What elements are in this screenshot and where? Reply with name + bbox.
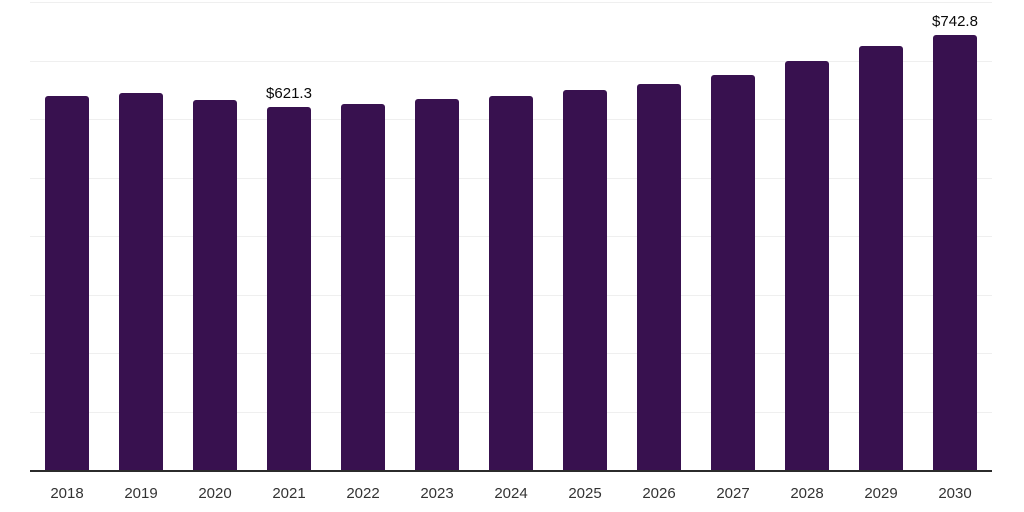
bar-2018 (45, 95, 89, 470)
bar-2030 (933, 35, 977, 470)
bar-2028 (785, 60, 829, 470)
bar-2023 (415, 98, 459, 470)
x-tick-2030: 2030 (938, 485, 972, 502)
x-tick-2021: 2021 (272, 485, 306, 502)
x-tick-2028: 2028 (790, 485, 824, 502)
bar-2022 (341, 103, 385, 470)
x-tick-2026: 2026 (642, 485, 676, 502)
x-tick-2029: 2029 (864, 485, 898, 502)
bar-2026 (637, 84, 681, 470)
bar-2019 (119, 92, 163, 470)
bar-2029 (859, 46, 903, 470)
x-tick-2018: 2018 (50, 485, 84, 502)
bar-2021 (267, 106, 311, 470)
gridline-800 (30, 2, 992, 3)
x-axis-line (30, 470, 992, 472)
x-tick-2022: 2022 (346, 485, 380, 502)
gridline-700 (30, 60, 992, 62)
bar-2020 (193, 100, 237, 470)
x-tick-2027: 2027 (716, 485, 750, 502)
x-tick-2020: 2020 (198, 485, 232, 502)
x-tick-2025: 2025 (568, 485, 602, 502)
x-tick-2023: 2023 (420, 485, 454, 502)
data-label-2030: $742.8 (932, 13, 978, 31)
bar-2027 (711, 75, 755, 470)
x-tick-2024: 2024 (494, 485, 528, 502)
data-label-2021: $621.3 (266, 84, 312, 102)
x-tick-2019: 2019 (124, 485, 158, 502)
bar-2025 (563, 90, 607, 470)
bar-2024 (489, 95, 533, 470)
